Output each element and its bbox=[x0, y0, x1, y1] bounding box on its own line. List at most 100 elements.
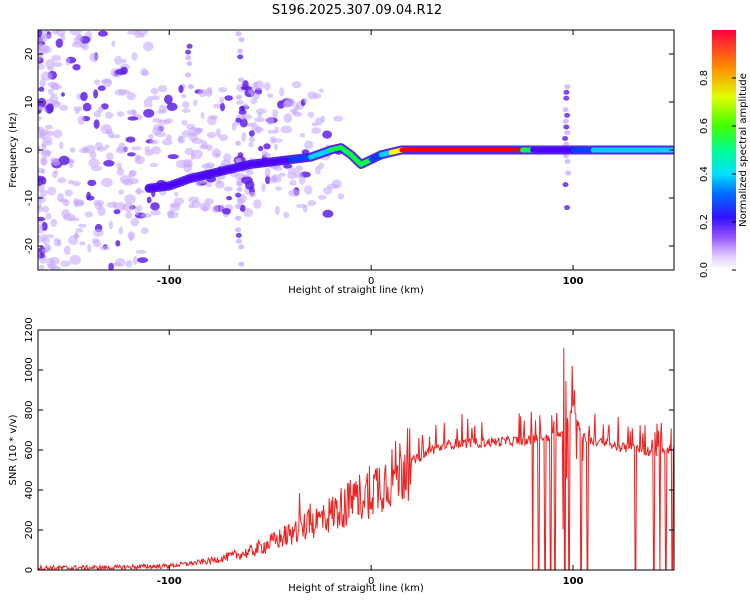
streak-blob bbox=[563, 153, 569, 159]
noise-blob bbox=[269, 176, 278, 184]
noise-blob bbox=[191, 200, 201, 209]
y-tick-label: 10 bbox=[24, 96, 35, 109]
noise-blob bbox=[121, 58, 127, 64]
noise-blob bbox=[40, 149, 52, 156]
noise-blob bbox=[126, 109, 137, 115]
noise-blob bbox=[265, 175, 271, 185]
noise-blob bbox=[320, 115, 326, 123]
noise-blob bbox=[295, 165, 304, 172]
noise-blob bbox=[61, 92, 65, 97]
noise-blob bbox=[122, 202, 134, 212]
noise-blob bbox=[42, 205, 50, 213]
noise-blob bbox=[222, 208, 231, 215]
noise-blob bbox=[113, 201, 117, 209]
noise-blob bbox=[248, 142, 254, 148]
colorbar-gradient bbox=[712, 30, 736, 270]
noise-blob bbox=[94, 201, 103, 210]
noise-blob bbox=[241, 132, 247, 143]
noise-blob bbox=[38, 234, 43, 243]
noise-blob bbox=[73, 197, 79, 208]
noise-blob bbox=[69, 159, 74, 169]
ridge-segment bbox=[207, 166, 233, 177]
spectrogram-ylabel: Frequency (Hz) bbox=[8, 112, 19, 188]
noise-blob bbox=[216, 128, 221, 138]
y-tick-label: 400 bbox=[24, 480, 35, 499]
noise-blob bbox=[77, 115, 86, 126]
noise-blob bbox=[264, 82, 271, 91]
noise-blob bbox=[269, 136, 276, 144]
noise-blob bbox=[64, 245, 71, 255]
noise-blob bbox=[140, 227, 149, 235]
ridge-segment bbox=[227, 161, 253, 172]
noise-blob bbox=[131, 146, 142, 151]
noise-blob bbox=[216, 177, 221, 185]
noise-blob bbox=[212, 103, 223, 109]
noise-blob bbox=[56, 239, 62, 247]
noise-blob bbox=[59, 198, 69, 203]
noise-blob bbox=[41, 143, 47, 151]
noise-blob bbox=[134, 189, 145, 194]
noise-blob bbox=[255, 108, 267, 115]
streak-blob bbox=[238, 261, 245, 267]
noise-blob bbox=[93, 89, 99, 99]
streak-blob bbox=[235, 140, 242, 146]
noise-blob bbox=[130, 217, 140, 227]
noise-blob bbox=[118, 226, 123, 236]
noise-blob bbox=[108, 220, 114, 230]
noise-blob bbox=[69, 254, 82, 265]
y-tick-label: 800 bbox=[24, 400, 35, 419]
colorbar-label: Normalized spectral amplitude bbox=[738, 73, 749, 227]
streak-blob bbox=[238, 77, 245, 83]
noise-blob bbox=[110, 134, 121, 139]
noise-blob bbox=[214, 152, 220, 157]
noise-blob bbox=[38, 97, 47, 108]
x-tick-label: -100 bbox=[157, 576, 182, 587]
x-tick-label: -100 bbox=[157, 276, 182, 287]
noise-blob bbox=[199, 144, 209, 150]
noise-blob bbox=[76, 34, 83, 44]
streak-blob bbox=[235, 232, 242, 238]
noise-blob bbox=[105, 152, 114, 161]
noise-blob bbox=[149, 139, 159, 145]
noise-blob bbox=[254, 127, 264, 132]
noise-blob bbox=[126, 92, 136, 101]
noise-blob bbox=[245, 170, 254, 175]
noise-blob bbox=[125, 260, 133, 268]
noise-blob bbox=[38, 251, 41, 260]
noise-blob bbox=[73, 106, 83, 112]
noise-blob bbox=[140, 213, 152, 218]
noise-blob bbox=[81, 145, 89, 154]
noise-blob bbox=[55, 38, 63, 48]
noise-blob bbox=[257, 112, 263, 118]
noise-blob bbox=[41, 248, 48, 253]
streak-blob bbox=[185, 72, 191, 78]
noise-blob bbox=[111, 40, 116, 48]
noise-blob bbox=[117, 111, 125, 117]
noise-blob bbox=[41, 233, 46, 242]
noise-blob bbox=[145, 149, 154, 156]
noise-blob bbox=[178, 85, 184, 94]
noise-blob bbox=[133, 256, 138, 265]
noise-blob bbox=[261, 183, 266, 192]
noise-blob bbox=[38, 53, 41, 62]
colorbar: 0.0 0.2 0.4 0.6 0.8 Normalized spectral ampl… bbox=[699, 30, 749, 278]
noise-blob bbox=[115, 240, 121, 247]
noise-blob bbox=[218, 134, 228, 142]
y-tick-label: -20 bbox=[24, 238, 35, 254]
noise-blob bbox=[157, 85, 168, 93]
noise-blob bbox=[125, 136, 136, 143]
streak-blob bbox=[564, 130, 571, 136]
noise-blob bbox=[105, 111, 114, 119]
streak-blob bbox=[185, 55, 192, 61]
noise-blob bbox=[248, 191, 256, 198]
spectrogram-xlabel: Height of straight line (km) bbox=[288, 285, 424, 296]
noise-blob bbox=[250, 98, 258, 105]
streak-blob bbox=[186, 61, 193, 67]
noise-blob bbox=[57, 177, 66, 184]
noise-blob bbox=[149, 162, 159, 167]
noise-blob bbox=[204, 162, 216, 169]
noise-blob bbox=[162, 138, 173, 146]
noise-blob bbox=[69, 30, 82, 36]
noise-blob bbox=[158, 104, 167, 113]
